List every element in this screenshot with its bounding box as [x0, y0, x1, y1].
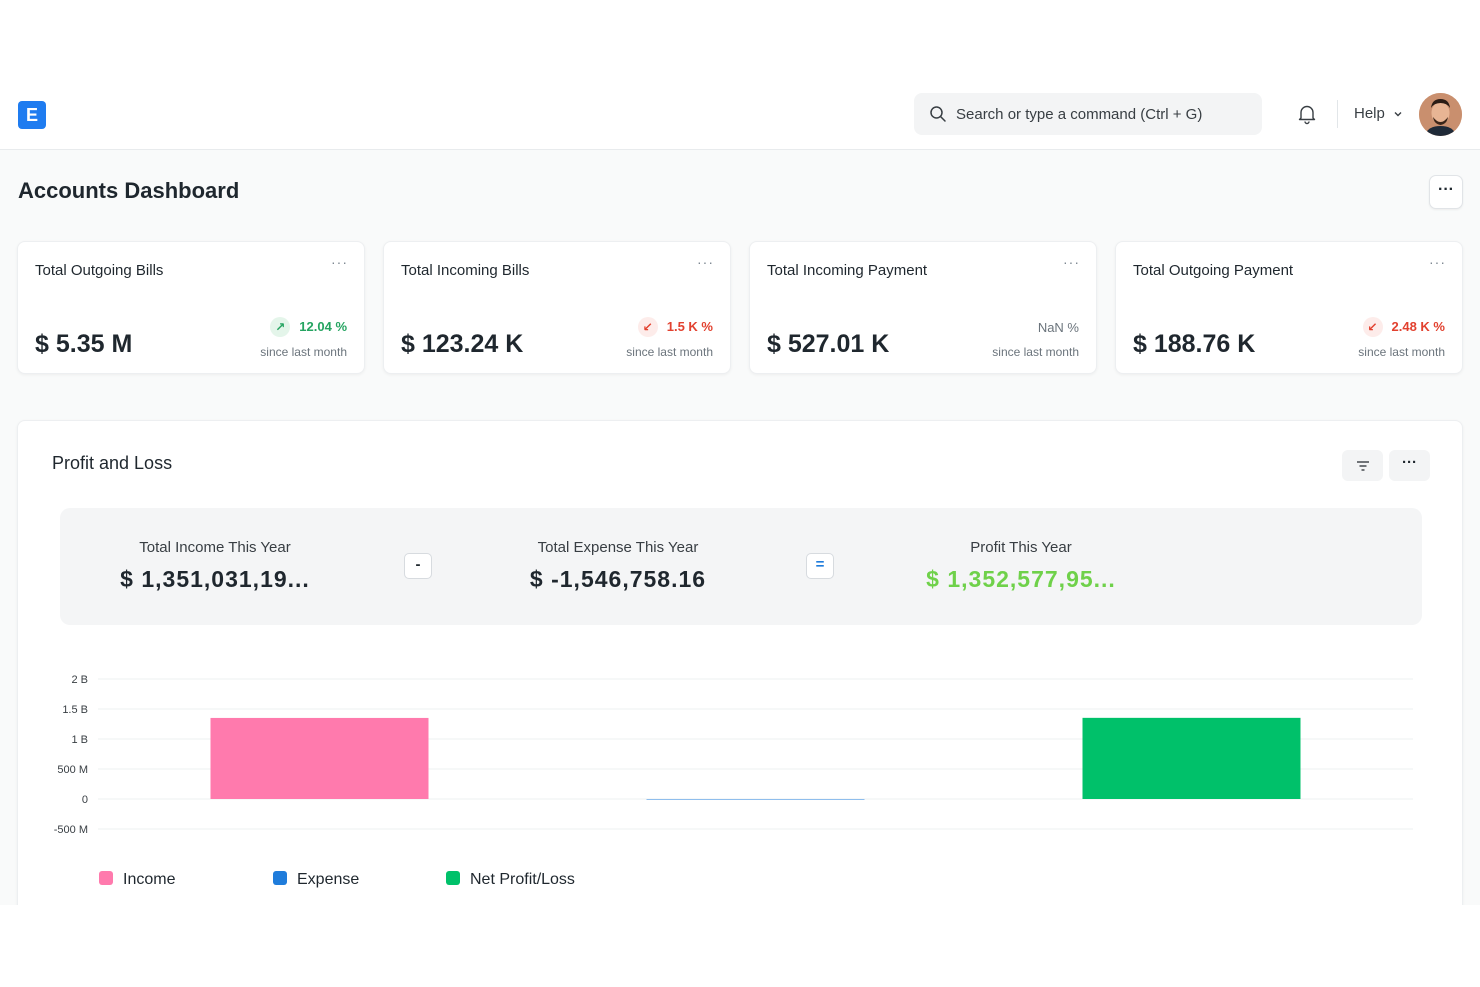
card-delta-value: 1.5 K %: [666, 319, 713, 334]
y-tick-label: 1 B: [71, 734, 88, 746]
profit-value: $ 1,352,577,95...: [926, 566, 1116, 592]
app-logo[interactable]: E: [18, 101, 46, 129]
widget-title: Profit and Loss: [52, 453, 173, 473]
bar-income: [210, 717, 429, 799]
card-since: since last month: [260, 345, 347, 359]
app: E Search or type a command (Ctrl + G) He…: [0, 78, 1480, 905]
card-since: since last month: [992, 345, 1079, 359]
filter-button[interactable]: [1342, 450, 1383, 481]
search-bar[interactable]: Search or type a command (Ctrl + G): [914, 93, 1262, 135]
card-more-button[interactable]: ···: [1063, 254, 1080, 270]
legend-swatch: [273, 871, 287, 885]
income-value: $ 1,351,031,19...: [120, 566, 310, 592]
card-delta-value: NaN %: [1037, 320, 1079, 335]
card-title: Total Incoming Bills: [401, 262, 530, 279]
legend-swatch: [99, 871, 113, 885]
expense-value: $ -1,546,758.16: [529, 566, 707, 592]
legend-swatch: [446, 871, 460, 885]
arrow-down-left-icon: ↙: [1362, 317, 1383, 337]
legend-label: Income: [123, 871, 176, 888]
pl-summary: Total Income This Year $ 1,351,031,19...…: [60, 508, 1422, 625]
y-tick-label: -500 M: [54, 824, 88, 836]
bar-net-profit-loss: [1082, 717, 1301, 799]
bar-expense: [646, 799, 865, 800]
card-title: Total Outgoing Bills: [35, 262, 164, 279]
profit-loss-widget: Profit and Loss ··· Total Income This Ye…: [17, 420, 1463, 905]
chevron-down-icon: [1394, 112, 1402, 117]
navbar-divider: [1337, 100, 1338, 128]
income-summary: Total Income This Year $ 1,351,031,19...: [100, 539, 330, 593]
y-tick-label: 500 M: [57, 764, 88, 776]
equals-operator: =: [806, 553, 834, 579]
card-title: Total Outgoing Payment: [1133, 262, 1294, 279]
legend-label: Expense: [297, 871, 360, 888]
notification-bell-icon[interactable]: [1296, 103, 1318, 125]
card-total-incoming-payment[interactable]: Total Incoming Payment ··· $ 527.01 K Na…: [749, 241, 1097, 374]
page-title: Accounts Dashboard: [18, 178, 240, 203]
card-more-button[interactable]: ···: [1429, 254, 1446, 270]
card-delta: NaN %: [1038, 320, 1079, 335]
legend-item-net-profit-loss[interactable]: Net Profit/Loss: [446, 871, 575, 889]
legend-item-expense[interactable]: Expense: [273, 871, 359, 889]
card-total-outgoing-bills[interactable]: Total Outgoing Bills ··· $ 5.35 M ↗ 12.04…: [17, 241, 365, 374]
card-total-outgoing-payment[interactable]: Total Outgoing Payment ··· $ 188.76 K ↙ 2…: [1115, 241, 1463, 374]
user-avatar[interactable]: [1419, 93, 1462, 136]
search-placeholder: Search or type a command (Ctrl + G): [956, 106, 1203, 123]
help-dropdown[interactable]: Help: [1354, 105, 1403, 122]
expense-label: Total Expense This Year: [537, 539, 699, 556]
card-more-button[interactable]: ···: [331, 254, 348, 270]
card-delta-value: 12.04 %: [299, 319, 347, 334]
card-value: $ 188.76 K: [1133, 330, 1256, 358]
card-total-incoming-bills[interactable]: Total Incoming Bills ··· $ 123.24 K ↙ 1.5…: [383, 241, 731, 374]
y-tick-label: 1.5 B: [62, 704, 88, 716]
card-value: $ 123.24 K: [401, 330, 524, 358]
minus-operator: -: [404, 553, 432, 579]
filter-icon: [1356, 461, 1369, 471]
page-more-button[interactable]: ···: [1429, 175, 1463, 209]
card-since: since last month: [1358, 345, 1445, 359]
card-delta: ↙ 2.48 K %: [1362, 317, 1445, 337]
search-icon: [930, 106, 946, 122]
y-tick-label: 2 B: [71, 674, 88, 686]
expense-summary: Total Expense This Year $ -1,546,758.16: [503, 539, 733, 593]
income-label: Total Income This Year: [139, 539, 291, 556]
card-delta: ↗ 12.04 %: [270, 317, 347, 337]
widget-more-button[interactable]: ···: [1389, 450, 1430, 481]
card-delta-value: 2.48 K %: [1391, 319, 1445, 334]
card-title: Total Incoming Payment: [767, 262, 928, 279]
navbar: E Search or type a command (Ctrl + G) He…: [0, 78, 1480, 150]
legend-item-income[interactable]: Income: [99, 871, 175, 889]
profit-label: Profit This Year: [970, 539, 1072, 556]
arrow-down-left-icon: ↙: [637, 317, 658, 337]
card-more-button[interactable]: ···: [697, 254, 714, 270]
card-since: since last month: [626, 345, 713, 359]
card-delta: ↙ 1.5 K %: [637, 317, 713, 337]
arrow-up-right-icon: ↗: [270, 317, 291, 337]
y-tick-label: 0: [82, 794, 88, 806]
help-label: Help: [1354, 105, 1385, 122]
avatar-image: [1419, 93, 1462, 136]
legend-label: Net Profit/Loss: [470, 871, 575, 888]
card-value: $ 5.35 M: [35, 330, 133, 358]
profit-summary: Profit This Year $ 1,352,577,95...: [901, 539, 1141, 593]
card-value: $ 527.01 K: [767, 330, 890, 358]
